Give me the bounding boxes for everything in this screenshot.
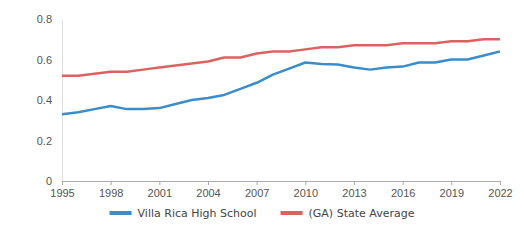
x-tick-mark <box>159 181 160 185</box>
lines <box>62 39 500 114</box>
legend-swatch <box>110 211 132 215</box>
x-tick-mark <box>257 181 258 185</box>
x-tick-label: 2019 <box>440 187 464 199</box>
y-tick: 0.4 <box>37 94 62 106</box>
x-tick: 2001 <box>148 181 172 199</box>
x-tick-label: 1995 <box>50 187 74 199</box>
x-tick-label: 2010 <box>294 187 318 199</box>
x-tick: 2010 <box>294 181 318 199</box>
y-tick-label: 0.2 <box>37 135 52 147</box>
x-tick-mark <box>451 181 452 185</box>
plot: 0 0.2 0.4 0.6 0.8 1995 1998 2001 2004 2007 2010 201… <box>37 13 513 199</box>
series-line <box>62 51 500 114</box>
y-tick-label: 0 <box>46 175 52 187</box>
y-tick: 0.6 <box>37 54 62 66</box>
x-tick-label: 2016 <box>391 187 415 199</box>
x-tick-mark <box>403 181 404 185</box>
x-tick: 2007 <box>245 181 269 199</box>
x-axis: 1995 1998 2001 2004 2007 2010 2013 2016 2019 2022 <box>50 181 512 199</box>
x-tick: 2013 <box>342 181 366 199</box>
x-tick: 1998 <box>99 181 123 199</box>
x-tick: 2022 <box>488 181 512 199</box>
y-axis-line <box>62 20 63 182</box>
x-tick-mark <box>208 181 209 185</box>
x-tick: 1995 <box>50 181 74 199</box>
y-tick-label: 0.8 <box>37 13 52 25</box>
legend-item: Villa Rica High School <box>110 207 257 220</box>
x-tick-label: 2022 <box>488 187 512 199</box>
x-tick-label: 1998 <box>99 187 123 199</box>
legend-item: (GA) State Average <box>281 207 415 220</box>
y-tick: 0.2 <box>37 135 62 147</box>
legend-swatch <box>281 211 303 215</box>
x-tick: 2016 <box>391 181 415 199</box>
x-tick: 2019 <box>440 181 464 199</box>
y-tick: 0.8 <box>37 13 62 25</box>
x-tick-mark <box>500 181 501 185</box>
y-tick: 0 <box>46 175 62 187</box>
x-tick-mark <box>111 181 112 185</box>
legend-label: Villa Rica High School <box>138 207 257 220</box>
x-axis-line <box>63 181 501 182</box>
x-tick-label: 2007 <box>245 187 269 199</box>
x-tick-mark <box>354 181 355 185</box>
x-tick-mark <box>305 181 306 185</box>
series-line <box>62 39 500 75</box>
x-tick-label: 2001 <box>148 187 172 199</box>
legend: Villa Rica High School (GA) State Average <box>110 207 415 220</box>
lines-inner <box>62 39 500 114</box>
y-tick-label: 0.6 <box>37 54 52 66</box>
y-axis: 0 0.2 0.4 0.6 0.8 <box>37 13 63 187</box>
x-tick-label: 2004 <box>196 187 220 199</box>
y-tick-label: 0.4 <box>37 94 52 106</box>
chart: 0 0.2 0.4 0.6 0.8 1995 1998 2001 2004 2007 2010 201… <box>0 0 524 230</box>
x-tick: 2004 <box>196 181 220 199</box>
x-tick-mark <box>62 181 63 185</box>
x-tick-label: 2013 <box>342 187 366 199</box>
legend-label: (GA) State Average <box>309 207 415 220</box>
